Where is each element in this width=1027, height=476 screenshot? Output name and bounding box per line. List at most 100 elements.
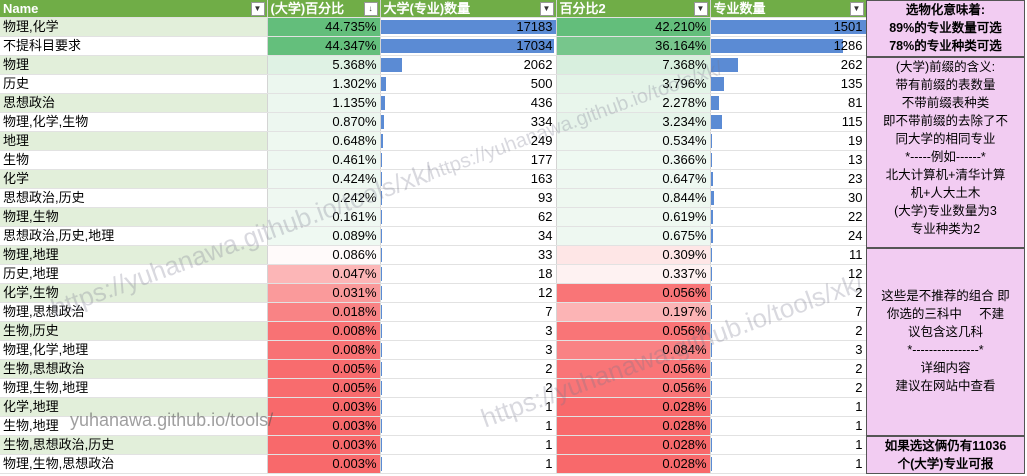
cell-pct[interactable]: 44.347% [267, 36, 381, 56]
table-row[interactable]: 物理,生物,思想政治 0.003% 1 0.028% 1 [0, 454, 867, 474]
table-row[interactable]: 生物 0.461% 177 0.366% 13 [0, 150, 867, 170]
cell-major[interactable]: 13 [710, 150, 867, 170]
cell-count[interactable]: 2062 [380, 55, 557, 75]
table-row[interactable]: 思想政治,历史 0.242% 93 0.844% 30 [0, 188, 867, 208]
cell-count[interactable]: 436 [380, 93, 557, 113]
header-major[interactable]: 专业数量 ▼ [710, 0, 867, 18]
cell-pct2[interactable]: 0.028% [556, 435, 711, 455]
cell-pct[interactable]: 0.047% [267, 264, 381, 284]
cell-pct[interactable]: 1.302% [267, 74, 381, 94]
cell-major[interactable]: 11 [710, 245, 867, 265]
cell-pct[interactable]: 0.242% [267, 188, 381, 208]
table-row[interactable]: 物理,思想政治 0.018% 7 0.197% 7 [0, 302, 867, 322]
cell-major[interactable]: 24 [710, 226, 867, 246]
cell-pct[interactable]: 1.135% [267, 93, 381, 113]
cell-count[interactable]: 1 [380, 416, 557, 436]
table-row[interactable]: 物理,生物 0.161% 62 0.619% 22 [0, 207, 867, 227]
cell-count[interactable]: 93 [380, 188, 557, 208]
table-row[interactable]: 地理 0.648% 249 0.534% 19 [0, 131, 867, 151]
table-row[interactable]: 生物,历史 0.008% 3 0.056% 2 [0, 321, 867, 341]
cell-name[interactable]: 思想政治 [0, 93, 268, 113]
table-row[interactable]: 物理,化学,地理 0.008% 3 0.084% 3 [0, 340, 867, 360]
cell-pct[interactable]: 0.648% [267, 131, 381, 151]
cell-major[interactable]: 2 [710, 283, 867, 303]
cell-major[interactable]: 2 [710, 378, 867, 398]
cell-pct2[interactable]: 0.197% [556, 302, 711, 322]
cell-pct[interactable]: 0.870% [267, 112, 381, 132]
cell-pct[interactable]: 0.005% [267, 359, 381, 379]
cell-count[interactable]: 34 [380, 226, 557, 246]
filter-dropdown-icon[interactable]: ▼ [693, 2, 708, 16]
cell-name[interactable]: 历史 [0, 74, 268, 94]
cell-name[interactable]: 物理,生物,地理 [0, 378, 268, 398]
cell-major[interactable]: 12 [710, 264, 867, 284]
cell-major[interactable]: 30 [710, 188, 867, 208]
cell-major[interactable]: 135 [710, 74, 867, 94]
cell-major[interactable]: 1286 [710, 36, 867, 56]
cell-name[interactable]: 生物,思想政治 [0, 359, 268, 379]
cell-name[interactable]: 思想政治,历史,地理 [0, 226, 268, 246]
cell-pct2[interactable]: 0.647% [556, 169, 711, 189]
table-row[interactable]: 历史,地理 0.047% 18 0.337% 12 [0, 264, 867, 284]
cell-pct2[interactable]: 0.084% [556, 340, 711, 360]
cell-major[interactable]: 1 [710, 416, 867, 436]
cell-major[interactable]: 23 [710, 169, 867, 189]
cell-count[interactable]: 3 [380, 340, 557, 360]
cell-count[interactable]: 18 [380, 264, 557, 284]
cell-major[interactable]: 2 [710, 359, 867, 379]
cell-major[interactable]: 1 [710, 397, 867, 417]
cell-name[interactable]: 地理 [0, 131, 268, 151]
cell-major[interactable]: 22 [710, 207, 867, 227]
cell-name[interactable]: 生物,历史 [0, 321, 268, 341]
header-count[interactable]: 大学(专业)数量 ▼ [380, 0, 557, 18]
cell-pct2[interactable]: 0.844% [556, 188, 711, 208]
cell-major[interactable]: 3 [710, 340, 867, 360]
table-row[interactable]: 生物,地理 0.003% 1 0.028% 1 [0, 416, 867, 436]
table-row[interactable]: 化学,地理 0.003% 1 0.028% 1 [0, 397, 867, 417]
cell-major[interactable]: 115 [710, 112, 867, 132]
cell-count[interactable]: 163 [380, 169, 557, 189]
table-row[interactable]: 生物,思想政治,历史 0.003% 1 0.028% 1 [0, 435, 867, 455]
cell-name[interactable]: 生物 [0, 150, 268, 170]
cell-major[interactable]: 1 [710, 435, 867, 455]
cell-name[interactable]: 生物,地理 [0, 416, 268, 436]
cell-pct2[interactable]: 0.028% [556, 454, 711, 474]
table-row[interactable]: 不提科目要求 44.347% 17034 36.164% 1286 [0, 36, 867, 56]
sort-filter-icon[interactable]: ↓ [363, 2, 378, 16]
cell-pct2[interactable]: 0.675% [556, 226, 711, 246]
cell-count[interactable]: 12 [380, 283, 557, 303]
cell-pct2[interactable]: 0.309% [556, 245, 711, 265]
cell-pct[interactable]: 0.424% [267, 169, 381, 189]
table-row[interactable]: 物理 5.368% 2062 7.368% 262 [0, 55, 867, 75]
cell-pct[interactable]: 0.003% [267, 454, 381, 474]
cell-name[interactable]: 物理,化学,地理 [0, 340, 268, 360]
cell-pct2[interactable]: 3.234% [556, 112, 711, 132]
cell-pct[interactable]: 0.031% [267, 283, 381, 303]
cell-count[interactable]: 3 [380, 321, 557, 341]
cell-major[interactable]: 1 [710, 454, 867, 474]
table-row[interactable]: 思想政治,历史,地理 0.089% 34 0.675% 24 [0, 226, 867, 246]
table-row[interactable]: 物理,化学 44.735% 17183 42.210% 1501 [0, 17, 867, 37]
cell-major[interactable]: 262 [710, 55, 867, 75]
cell-count[interactable]: 1 [380, 454, 557, 474]
cell-pct2[interactable]: 0.534% [556, 131, 711, 151]
cell-count[interactable]: 1 [380, 397, 557, 417]
cell-pct2[interactable]: 0.056% [556, 283, 711, 303]
cell-name[interactable]: 物理 [0, 55, 268, 75]
cell-pct[interactable]: 0.005% [267, 378, 381, 398]
filter-dropdown-icon[interactable]: ▼ [849, 2, 864, 16]
header-name[interactable]: Name ▼ [0, 0, 268, 18]
cell-pct2[interactable]: 0.337% [556, 264, 711, 284]
cell-name[interactable]: 思想政治,历史 [0, 188, 268, 208]
cell-pct[interactable]: 0.003% [267, 435, 381, 455]
cell-name[interactable]: 物理,生物 [0, 207, 268, 227]
cell-count[interactable]: 334 [380, 112, 557, 132]
cell-count[interactable]: 500 [380, 74, 557, 94]
cell-name[interactable]: 化学,地理 [0, 397, 268, 417]
cell-pct2[interactable]: 0.056% [556, 359, 711, 379]
cell-count[interactable]: 62 [380, 207, 557, 227]
cell-count[interactable]: 249 [380, 131, 557, 151]
cell-pct2[interactable]: 36.164% [556, 36, 711, 56]
cell-pct2[interactable]: 7.368% [556, 55, 711, 75]
cell-pct2[interactable]: 2.278% [556, 93, 711, 113]
